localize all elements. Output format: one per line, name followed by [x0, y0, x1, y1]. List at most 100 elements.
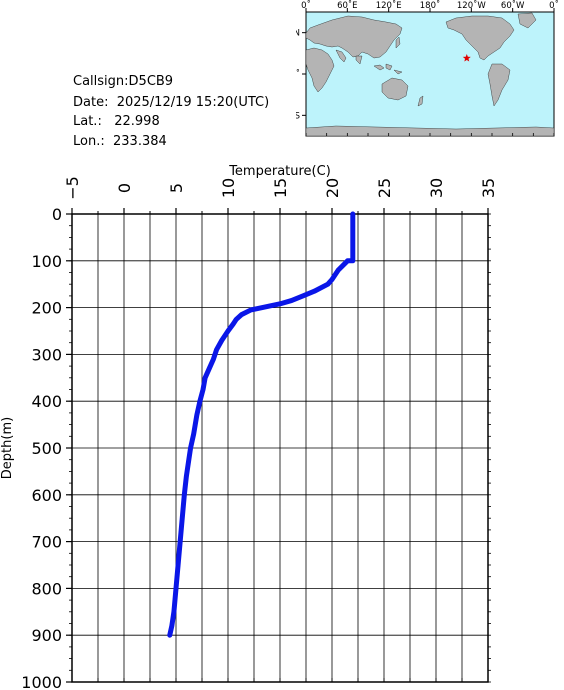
map-lat-label: 60˚N: [296, 28, 300, 39]
lat-line: Lat.: 22.998: [73, 114, 160, 130]
map-lat-label: 0˚: [296, 69, 300, 80]
y-tick-label: 0: [52, 205, 62, 224]
profile-point: [167, 633, 172, 638]
africa-landmass: [305, 47, 335, 93]
temperature-profile-chart: −5 0 5 10 15 20 25 30 35 01002003004005006007008…: [0, 164, 498, 690]
profile-point: [350, 258, 355, 263]
profile-point: [184, 473, 189, 479]
south-america-landmass: [487, 63, 511, 107]
profile-point: [171, 609, 177, 614]
profile-point: [182, 492, 187, 497]
profile-point: [197, 399, 203, 404]
lat-value: 22.998: [114, 114, 160, 129]
profile-point: [191, 431, 196, 437]
x-tick-label: 25: [375, 178, 394, 198]
map-labels: 0˚ 60˚E 120˚E 180˚ 120˚W 60˚W 0˚ 60˚N 0˚ 60˚S: [296, 0, 559, 121]
map-lon-label: 60˚W: [501, 0, 525, 11]
profile-point: [180, 516, 185, 521]
y-tick-label: 100: [31, 252, 62, 271]
map-lat-label: 60˚S: [296, 110, 300, 121]
x-tick-label: 35: [479, 178, 498, 198]
map-lon-label: 0˚: [301, 0, 311, 11]
y-axis: 0 100 200 300 400 500 600 700 800 900 1000: [21, 205, 491, 690]
profile-point: [234, 317, 239, 322]
profile-point: [289, 298, 294, 303]
profile-point: [214, 347, 219, 352]
y-axis-title: Depth(m): [0, 417, 15, 479]
profile-point: [202, 375, 208, 380]
x-tick-label: 20: [323, 178, 342, 198]
profile-point: [173, 586, 179, 591]
y-tick-label: 200: [31, 299, 62, 318]
map-lon-label: 120˚W: [457, 0, 486, 11]
profile-point: [188, 445, 193, 451]
new-zealand: [417, 95, 424, 107]
x-tick-label: 5: [167, 183, 186, 193]
y-tick-label: 900: [31, 626, 62, 645]
eurasia-landmass: [305, 15, 403, 59]
lon-label: Lon.:: [73, 134, 105, 149]
x-tick-label: 30: [427, 178, 446, 198]
profile-point: [194, 413, 199, 418]
profile-point: [277, 301, 283, 307]
map-marker-layer: [462, 53, 471, 62]
y-tick-label: 1000: [21, 673, 62, 690]
profile-point: [312, 289, 317, 294]
profile-point: [350, 239, 355, 245]
x-tick-label: 10: [219, 178, 238, 198]
station-marker-icon: [462, 53, 471, 62]
profile-point: [207, 366, 212, 371]
profile-point: [350, 211, 355, 217]
india-landmass: [335, 49, 363, 65]
x-tick-label: 0: [115, 183, 134, 193]
profile-point: [175, 562, 181, 568]
map-lon-label: 180˚: [420, 0, 440, 11]
date-label: Date:: [73, 95, 109, 110]
map-ticks: [302, 8, 555, 136]
profile-point: [200, 387, 206, 392]
greenland-landmass: [517, 12, 537, 29]
profile-point: [231, 321, 236, 327]
map-lon-label: 60˚E: [337, 0, 357, 11]
profile-point: [225, 328, 231, 334]
profile-point: [219, 338, 224, 343]
x-tick-label: 15: [271, 178, 290, 198]
profile-point: [325, 282, 331, 287]
maritime-asia: [373, 63, 403, 75]
japan-landmass: [395, 36, 401, 49]
map-lon-label: 0˚: [549, 0, 559, 11]
y-tick-label: 800: [31, 579, 62, 598]
profile-point: [300, 293, 306, 299]
y-tick-label: 700: [31, 533, 62, 552]
y-tick-label: 500: [31, 439, 62, 458]
profile-point: [260, 305, 265, 310]
x-axis-title: Temperature(C): [228, 164, 331, 179]
profile-point: [169, 623, 175, 629]
lon-value: 233.384: [113, 134, 167, 149]
lon-line: Lon.: 233.384: [73, 134, 167, 150]
lat-label: Lat.:: [73, 114, 102, 129]
profile-point: [336, 267, 341, 273]
australia-landmass: [381, 77, 409, 101]
profile-point: [186, 459, 191, 465]
profile-point: [211, 356, 216, 362]
x-tick-label: −5: [63, 176, 82, 200]
world-map: 0˚ 60˚E 120˚E 180˚ 120˚W 60˚W 0˚ 60˚N 0˚ 60˚S: [296, 0, 559, 137]
profile-point: [329, 277, 335, 282]
profile-point: [239, 312, 244, 317]
y-tick-label: 300: [31, 345, 62, 364]
north-america-landmass: [445, 15, 515, 61]
callsign-line: Callsign:D5CB9: [73, 74, 173, 90]
profile-point: [177, 539, 183, 544]
callsign-label: Callsign:: [73, 74, 129, 89]
profile-point: [248, 307, 254, 313]
callsign-value: D5CB9: [128, 74, 174, 89]
date-line: Date: 2025/12/19 15:20(UTC): [73, 95, 269, 111]
profile-point: [350, 225, 355, 231]
series-layer: [167, 211, 356, 638]
y-tick-label: 400: [31, 392, 62, 411]
x-axis: −5 0 5 10 15 20 25 30 35: [63, 176, 498, 682]
map-lon-label: 120˚E: [376, 0, 402, 11]
y-tick-label: 600: [31, 486, 62, 505]
profile-point: [345, 258, 350, 263]
